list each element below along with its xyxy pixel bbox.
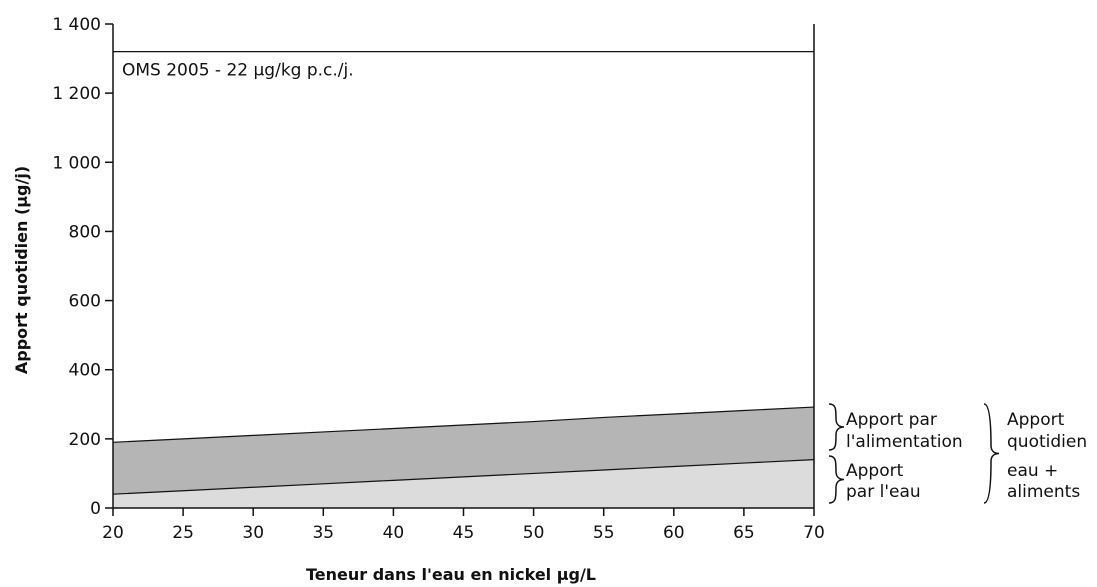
- x-tick-label: 70: [803, 523, 825, 543]
- food-brace: [828, 403, 845, 451]
- x-tick-label: 65: [733, 523, 755, 543]
- y-tick-label: 800: [69, 222, 101, 242]
- x-tick-label: 55: [593, 523, 615, 543]
- total-series-line: [112, 406, 815, 443]
- water-area: [113, 459, 814, 508]
- water-label-line-2: par l'eau: [846, 482, 921, 502]
- x-tick-label: 50: [523, 523, 545, 543]
- x-tick-label: 30: [242, 523, 264, 543]
- x-tick-label: 45: [453, 523, 475, 543]
- water-series-line: [112, 459, 815, 495]
- x-axis-title: Teneur dans l'eau en nickel µg/L: [306, 565, 596, 584]
- total-label-line-2: quotidien: [1007, 432, 1087, 452]
- y-tick-label: 600: [69, 292, 101, 312]
- reference-label: OMS 2005 - 22 µg/kg p.c./j.: [122, 61, 354, 81]
- y-tick-label: 1 200: [52, 84, 101, 104]
- annotation-layer: OMS 2005 - 22 µg/kg p.c./j. Apport parl'a…: [122, 61, 1087, 504]
- water-brace: [828, 455, 845, 504]
- y-tick-label: 0: [90, 499, 101, 519]
- y-tick-label: 1 400: [52, 15, 101, 35]
- total-label-line-1: Apport: [1007, 410, 1065, 430]
- y-tick-label: 400: [69, 361, 101, 381]
- x-tick-label: 60: [663, 523, 685, 543]
- y-tick-label: 1 000: [52, 153, 101, 173]
- total-label-line-3: eau +: [1007, 461, 1058, 481]
- x-tick-label: 20: [102, 523, 124, 543]
- y-tick-label: 200: [69, 430, 101, 450]
- total-brace: [983, 403, 1000, 504]
- plot-layer: [112, 51, 815, 508]
- axis-layer: 0 200 400 600 800 1 000 1 200 1 400 20 25 30 35 40 45…: [12, 15, 825, 584]
- total-label-line-4: aliments: [1007, 482, 1080, 502]
- x-tick-label: 40: [383, 523, 405, 543]
- x-tick-label: 35: [312, 523, 334, 543]
- food-area: [113, 407, 814, 495]
- y-axis-title: Apport quotidien (µg/j): [12, 166, 31, 374]
- water-label-line-1: Apport: [846, 461, 904, 481]
- x-tick-label: 25: [172, 523, 194, 543]
- food-label-line-2: l'alimentation: [846, 432, 963, 452]
- food-label-line-1: Apport par: [846, 410, 937, 430]
